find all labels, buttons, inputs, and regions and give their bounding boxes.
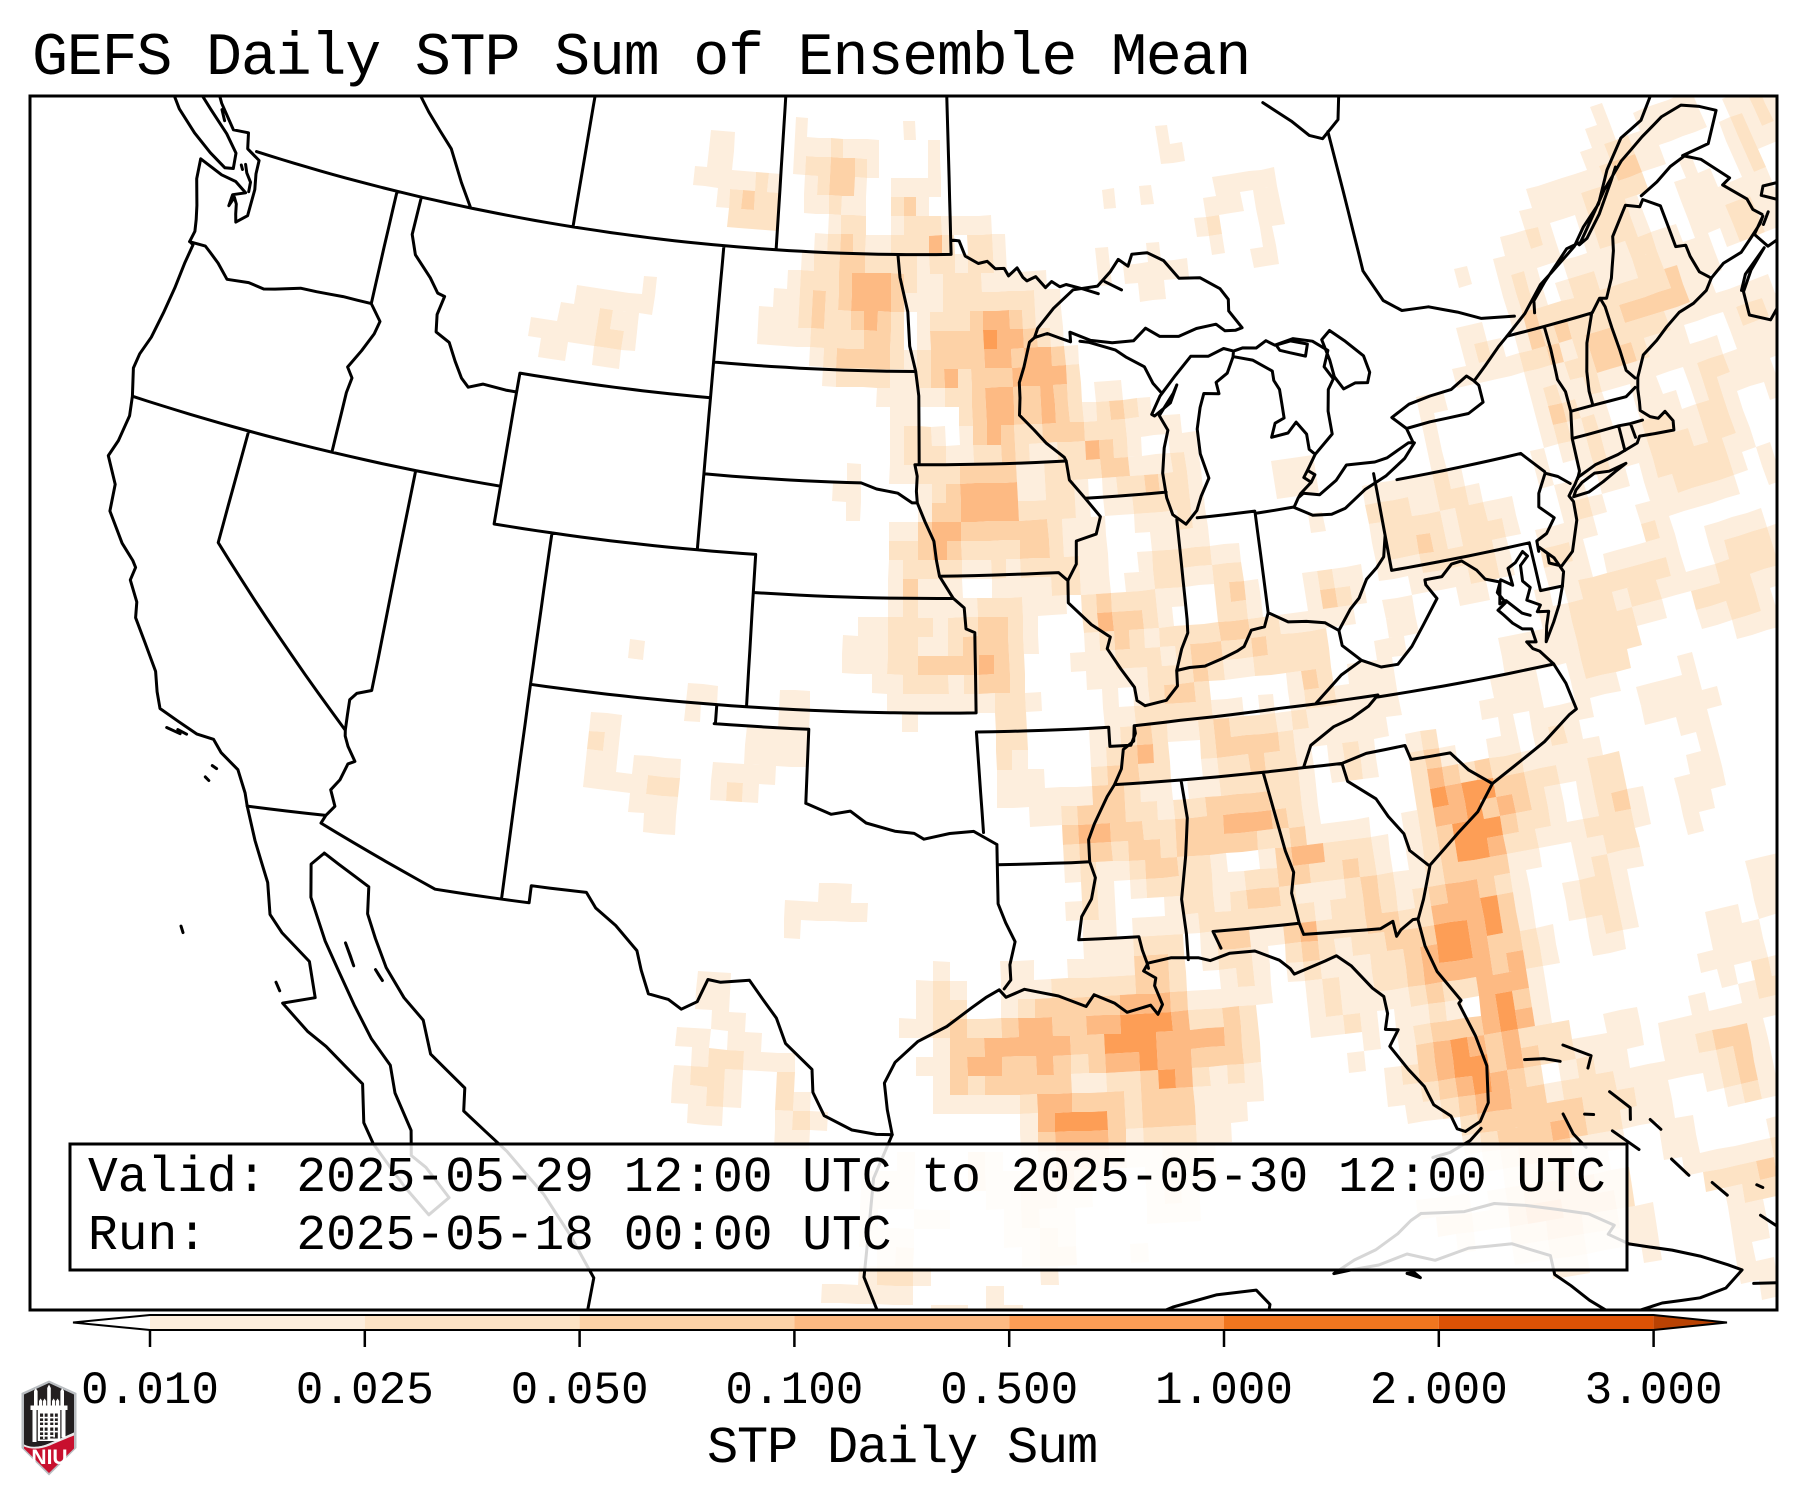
svg-text:STP Daily Sum: STP Daily Sum xyxy=(707,1419,1097,1478)
svg-text:0.500: 0.500 xyxy=(940,1365,1078,1417)
svg-text:0.010: 0.010 xyxy=(81,1365,219,1417)
svg-text:NIU: NIU xyxy=(31,1446,67,1469)
svg-text:0.100: 0.100 xyxy=(725,1365,863,1417)
svg-text:Valid: 2025-05-29 12:00 UTC to: Valid: 2025-05-29 12:00 UTC to 2025-05-3… xyxy=(88,1150,1606,1206)
svg-text:0.050: 0.050 xyxy=(511,1365,649,1417)
svg-text:2.000: 2.000 xyxy=(1370,1365,1508,1417)
svg-text:Run: 2025-05-18 00:00 UTC: Run: 2025-05-18 00:00 UTC xyxy=(88,1208,892,1264)
svg-text:0.025: 0.025 xyxy=(296,1365,434,1417)
svg-text:GEFS Daily STP Sum of Ensemble: GEFS Daily STP Sum of Ensemble Mean xyxy=(32,25,1250,93)
svg-text:1.000: 1.000 xyxy=(1155,1365,1293,1417)
svg-text:3.000: 3.000 xyxy=(1585,1365,1723,1417)
